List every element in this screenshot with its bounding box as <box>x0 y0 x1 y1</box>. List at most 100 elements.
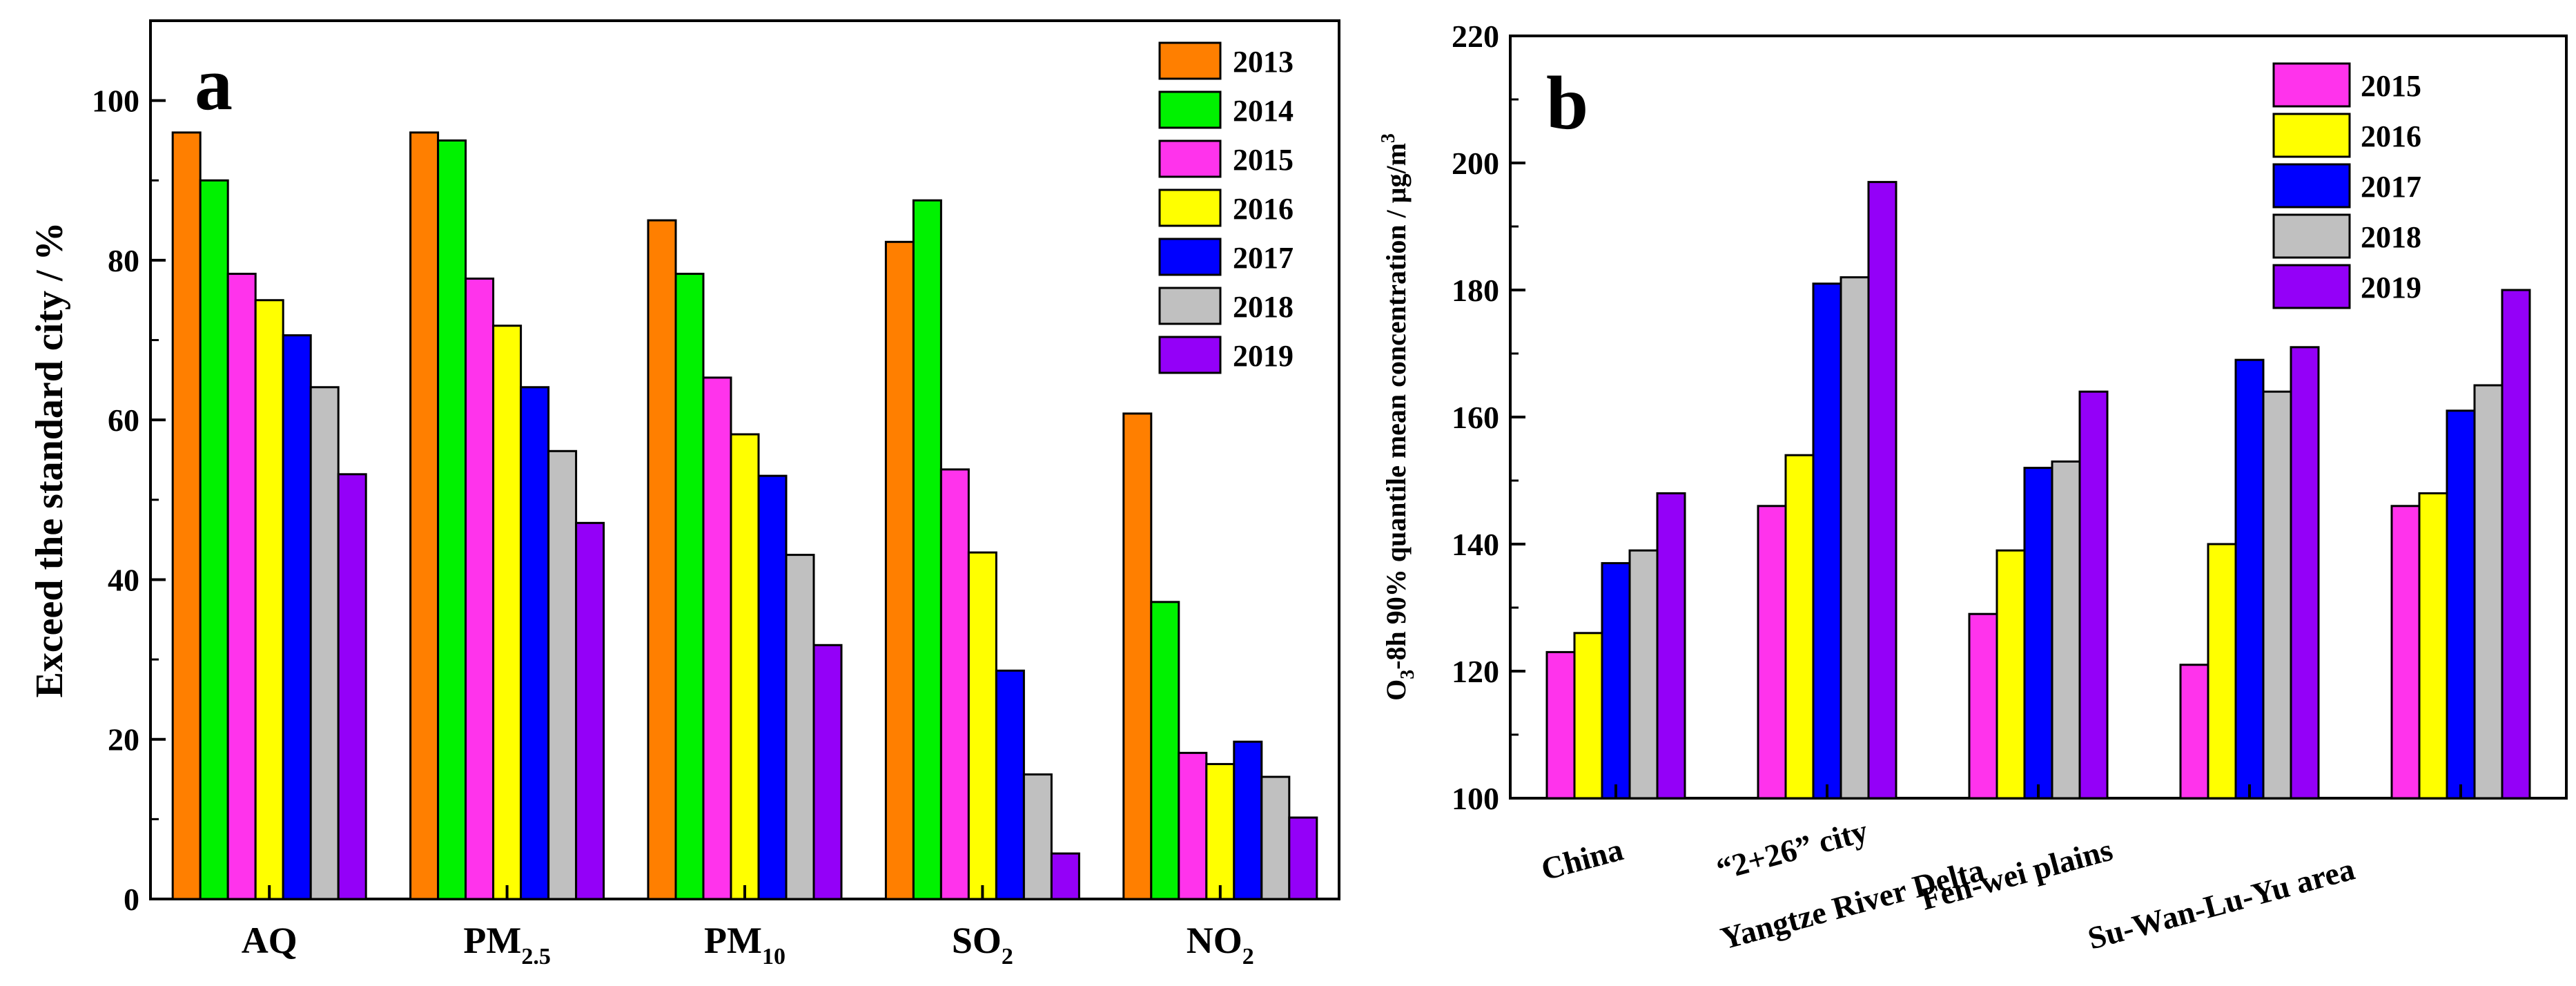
chart-b-ytick-label: 100 <box>1452 781 1499 816</box>
legend-a-swatch-2018 <box>1158 287 1222 325</box>
chart-a-bar-2019-cat3 <box>812 644 843 900</box>
legend-b-swatch-2018 <box>2272 213 2351 259</box>
chart-b-ytick-label: 200 <box>1452 146 1499 181</box>
legend-a-swatch-2013 <box>1158 41 1222 80</box>
chart-a-xtick-label-pm10: PM10 <box>704 920 786 969</box>
chart-b-bar-2018-cat1 <box>1628 549 1659 800</box>
chart-a-bar-2016-cat5 <box>1205 763 1236 900</box>
chart-a: 0 20 40 60 80 100 AQ PM2.5 PM10 SO2 NO2 a Exceed … <box>28 19 1340 969</box>
chart-b-ytick-label: 220 <box>1452 19 1499 54</box>
chart-a-bar-2017-cat4 <box>995 669 1025 900</box>
chart-a-bar-2013-cat1 <box>171 131 202 900</box>
chart-a-bar-2019-cat1 <box>337 473 367 900</box>
legend-a-label-2015: 2015 <box>1233 143 1294 177</box>
chart-b-bar-2019-cat5 <box>2501 289 2531 800</box>
chart-a-x-axis: AQ PM2.5 PM10 SO2 NO2 <box>242 885 1254 969</box>
chart-b-bar-2016-cat3 <box>1996 549 2026 800</box>
chart-b-bar-2015-cat2 <box>1757 505 1787 800</box>
legend-b-swatch-2019 <box>2272 264 2351 309</box>
legend-b-label-2019: 2019 <box>2361 271 2421 304</box>
chart-b-ytick-label: 160 <box>1452 400 1499 435</box>
chart-b-legend: 2015 2016 2017 2018 2019 <box>2272 62 2421 309</box>
chart-b-bar-2019-cat1 <box>1656 492 1686 800</box>
chart-a-bar-2017-cat1 <box>282 334 312 900</box>
legend-a-label-2014: 2014 <box>1233 94 1294 128</box>
legend-b-swatch-2015 <box>2272 62 2351 108</box>
chart-a-bar-2016-cat2 <box>492 325 523 900</box>
chart-a-ytick-label: 20 <box>108 722 139 757</box>
chart-a-bar-2015-cat5 <box>1178 751 1208 900</box>
chart-b-bars <box>1545 181 2531 800</box>
chart-a-xtick-label-no2: NO2 <box>1187 920 1254 969</box>
chart-a-xtick-label-pm2-5: PM2.5 <box>463 920 550 969</box>
chart-a-bar-2015-cat4 <box>939 468 970 900</box>
legend-a-swatch-2019 <box>1158 336 1222 374</box>
chart-b-panel-label: b <box>1546 61 1588 145</box>
chart-b-bar-2019-cat4 <box>2290 346 2320 800</box>
legend-a-swatch-2014 <box>1158 90 1222 129</box>
chart-b-bar-2015-cat5 <box>2390 505 2421 800</box>
chart-b-bar-2017-cat1 <box>1601 562 1631 800</box>
chart-b-bar-2016-cat5 <box>2418 492 2448 800</box>
legend-a-swatch-2017 <box>1158 238 1222 276</box>
chart-a-bar-2018-cat2 <box>547 450 578 900</box>
chart-a-ytick-label: 0 <box>124 882 139 917</box>
legend-a-label-2016: 2016 <box>1233 192 1294 226</box>
chart-a-bar-2019-cat5 <box>1288 816 1318 900</box>
legend-b-label-2015: 2015 <box>2361 69 2421 103</box>
chart-a-ytick-label: 100 <box>92 84 139 119</box>
legend-b-label-2018: 2018 <box>2361 220 2421 254</box>
chart-a-bar-2018-cat1 <box>309 386 340 900</box>
chart-b-bar-2015-cat3 <box>1968 612 1998 800</box>
chart-a-bars <box>171 131 1318 900</box>
chart-a-bar-2014-cat1 <box>199 179 229 900</box>
chart-b-bar-2019-cat3 <box>2078 390 2109 800</box>
chart-a-ylabel: Exceed the standard city / % <box>28 222 71 697</box>
chart-b-xtick-label-2-26-city: “2+26” city <box>1713 813 1871 887</box>
chart-b-ytick-label: 120 <box>1452 654 1499 689</box>
chart-b-bar-2017-cat5 <box>2446 409 2476 800</box>
legend-b-label-2017: 2017 <box>2361 170 2421 204</box>
chart-b-ylabel: O3-8h 90% quantile mean concentration / … <box>1378 133 1418 701</box>
chart-b-bar-2015-cat1 <box>1545 650 1576 800</box>
legend-a-swatch-2015 <box>1158 139 1222 178</box>
chart-b-ytick-label: 180 <box>1452 273 1499 308</box>
chart-b-bar-2018-cat2 <box>1840 276 1870 800</box>
chart-a-bar-2017-cat2 <box>520 386 550 900</box>
chart-a-bar-2019-cat2 <box>575 521 605 900</box>
chart-b-bar-2016-cat1 <box>1573 632 1603 800</box>
chart-b-bar-2018-cat4 <box>2262 390 2292 800</box>
chart-a-bar-2018-cat3 <box>785 554 815 900</box>
chart-b-xtick-label-fen-wei-plains: Fen-wei plains <box>1917 832 2116 917</box>
chart-a-ytick-label: 60 <box>108 403 139 438</box>
chart-b-bar-2016-cat4 <box>2207 543 2237 800</box>
chart-a-bar-2014-cat4 <box>912 199 942 900</box>
legend-b-swatch-2017 <box>2272 163 2351 209</box>
legend-a-label-2017: 2017 <box>1233 241 1294 275</box>
chart-b-xtick-label-china: China <box>1537 831 1626 887</box>
chart-a-legend: 2013 2014 2015 2016 2017 2018 2019 <box>1158 41 1294 374</box>
chart-a-bar-2015-cat2 <box>465 278 495 900</box>
chart-a-bar-2016-cat4 <box>967 551 997 900</box>
chart-a-bar-2014-cat2 <box>437 139 467 900</box>
chart-b-bar-2015-cat4 <box>2179 664 2209 800</box>
chart-a-bar-2018-cat4 <box>1022 773 1053 900</box>
legend-a-label-2013: 2013 <box>1233 45 1294 79</box>
legend-a-label-2019: 2019 <box>1233 339 1294 373</box>
legend-b-swatch-2016 <box>2272 113 2351 158</box>
chart-b-bar-2018-cat5 <box>2473 384 2504 800</box>
chart-b-bar-2017-cat2 <box>1812 282 1842 800</box>
chart-b-xtick-label-su-wan-lu-yu-area: Su-Wan-Lu-Yu area <box>2084 851 2358 956</box>
chart-b-ytick-label: 140 <box>1452 527 1499 562</box>
chart-a-bar-2013-cat5 <box>1122 412 1153 900</box>
chart-a-bar-2016-cat1 <box>254 299 284 900</box>
chart-a-xtick-label-aq: AQ <box>242 920 297 961</box>
chart-b-bar-2017-cat3 <box>2023 467 2053 800</box>
legend-b-label-2016: 2016 <box>2361 119 2421 153</box>
legend-a-swatch-2016 <box>1158 188 1222 227</box>
chart-a-bar-2015-cat3 <box>702 376 732 900</box>
chart-b-bar-2016-cat2 <box>1784 454 1815 800</box>
